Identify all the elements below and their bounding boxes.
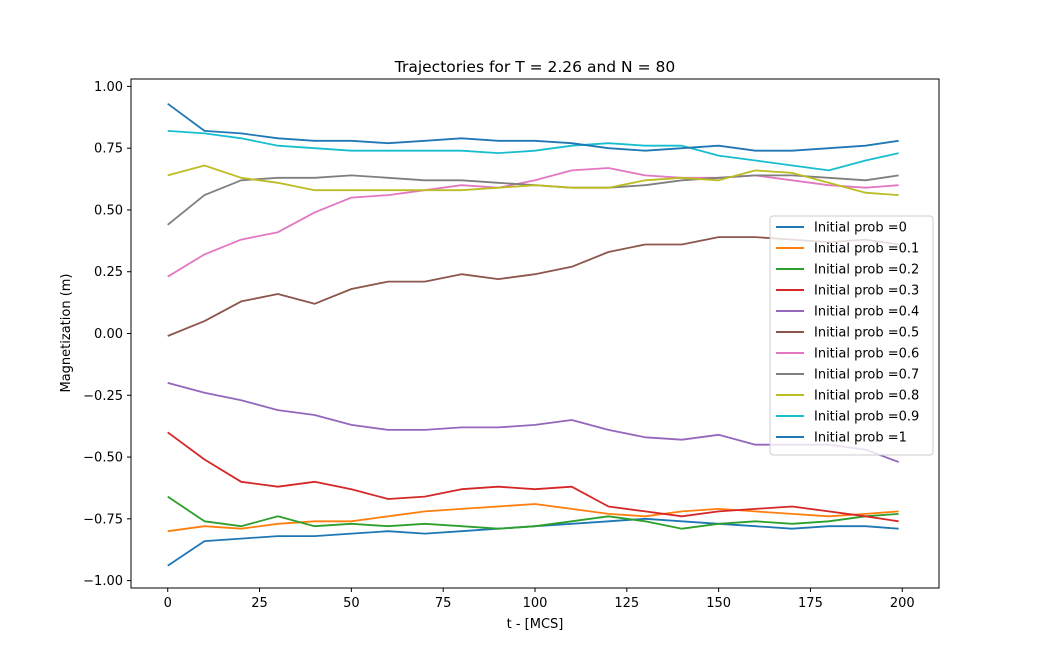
legend-label: Initial prob =0.1 bbox=[814, 242, 919, 257]
series-line-8 bbox=[167, 164, 899, 196]
y-tick-label: −1.00 bbox=[83, 574, 123, 589]
y-axis: −1.00 −0.75 −0.50 −0.25 0.00 0.25 0.50 0.75 1.00 bbox=[83, 80, 131, 589]
y-tick-label: −0.25 bbox=[83, 389, 123, 404]
x-tick-label: 25 bbox=[251, 596, 268, 611]
series-line-3 bbox=[167, 431, 899, 523]
x-tick-label: 0 bbox=[164, 596, 172, 611]
legend-label: Initial prob =0.8 bbox=[814, 389, 919, 404]
legend: Initial prob =0 Initial prob =0.1 Initial … bbox=[769, 215, 934, 456]
legend-label: Initial prob =0.4 bbox=[814, 305, 919, 320]
y-tick-label: 0.50 bbox=[94, 203, 123, 218]
x-tick-label: 175 bbox=[798, 596, 823, 611]
legend-label: Initial prob =0.3 bbox=[814, 284, 919, 299]
series-line-1 bbox=[167, 503, 899, 533]
legend-label: Initial prob =0.7 bbox=[814, 368, 919, 383]
series-line-10 bbox=[167, 102, 899, 152]
y-axis-title: Magnetization (m) bbox=[59, 273, 74, 392]
legend-label: Initial prob =0.5 bbox=[814, 326, 919, 341]
legend-label: Initial prob =0 bbox=[814, 221, 907, 236]
x-tick-label: 100 bbox=[523, 596, 548, 611]
y-tick-label: −0.75 bbox=[83, 512, 123, 527]
legend-label: Initial prob =0.6 bbox=[814, 347, 919, 362]
y-tick-label: 0.75 bbox=[94, 142, 123, 157]
x-tick-label: 200 bbox=[890, 596, 915, 611]
x-axis-title: t - [MCS] bbox=[507, 617, 564, 632]
y-tick-label: 0.25 bbox=[94, 265, 123, 280]
x-tick-label: 125 bbox=[614, 596, 639, 611]
plot-area bbox=[130, 78, 940, 589]
series-lines bbox=[167, 102, 899, 567]
x-axis: 0 25 50 75 100 125 150 175 200 bbox=[164, 588, 915, 611]
legend-label: Initial prob =0.9 bbox=[814, 410, 919, 425]
series-line-9 bbox=[167, 130, 899, 172]
y-tick-label: 0.00 bbox=[94, 327, 123, 342]
legend-label: Initial prob =0.2 bbox=[814, 263, 919, 278]
y-tick-label: 1.00 bbox=[94, 80, 123, 95]
legend-box bbox=[769, 215, 934, 456]
series-line-2 bbox=[167, 495, 899, 530]
x-tick-label: 75 bbox=[435, 596, 452, 611]
legend-label: Initial prob =1 bbox=[814, 431, 907, 446]
x-tick-label: 150 bbox=[706, 596, 731, 611]
x-tick-label: 50 bbox=[343, 596, 360, 611]
chart-title: Trajectories for T = 2.26 and N = 80 bbox=[394, 58, 675, 76]
series-line-6 bbox=[167, 167, 899, 278]
y-tick-label: −0.50 bbox=[83, 451, 123, 466]
